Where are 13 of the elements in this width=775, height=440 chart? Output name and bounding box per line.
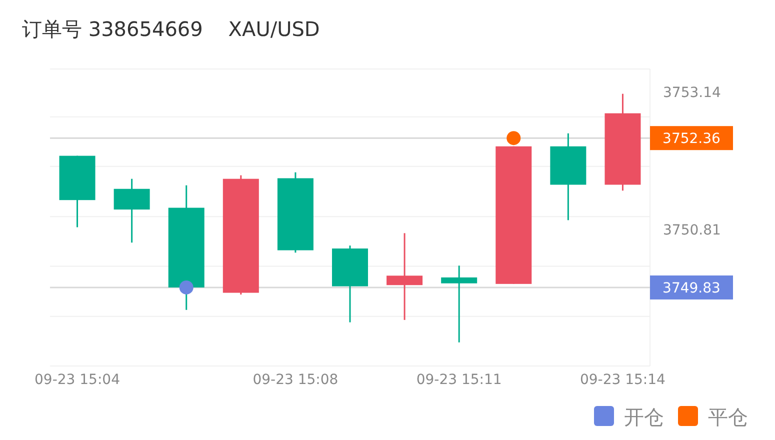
candlestick [441,264,478,344]
legend-label: 开仓 [624,405,664,429]
legend-label: 平仓 [708,405,748,429]
y-tick-label: 3750.81 [663,222,721,239]
x-tick-label: 09-23 15:14 [580,372,666,388]
ref-line-label: 3749.83 [662,280,720,296]
x-tick-label: 09-23 15:08 [252,372,338,388]
x-tick-label: 09-23 15:11 [416,372,502,388]
x-tick-label: 09-23 15:04 [34,372,120,388]
y-tick-label: 3753.14 [663,85,721,102]
ref-line-label: 3752.36 [662,131,721,148]
chart-title: 订单号 338654669 XAU/USD [22,17,320,41]
candlestick [386,232,423,321]
